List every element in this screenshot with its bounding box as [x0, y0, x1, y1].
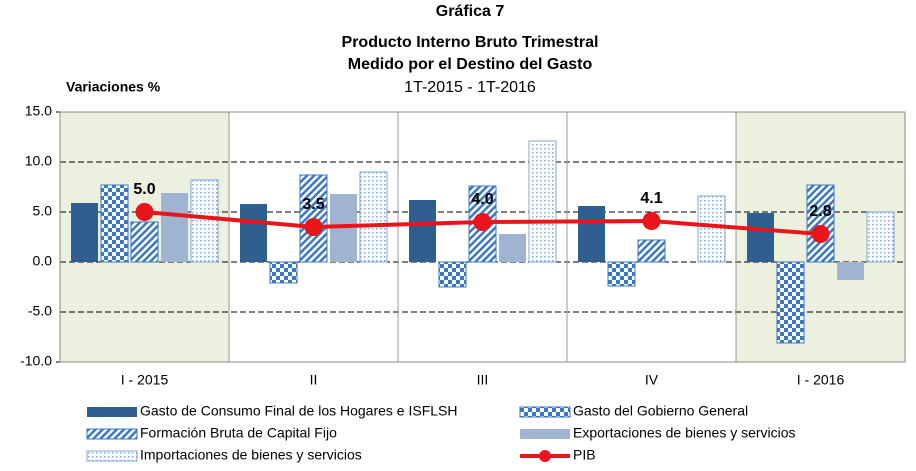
y-tick-label: 15.0 — [25, 103, 52, 119]
data-label: 3.5 — [302, 196, 324, 213]
x-tick-label: II — [310, 372, 318, 388]
bar — [607, 261, 636, 287]
chart-title: Gráfica 7 — [436, 3, 505, 20]
data-label: 5.0 — [133, 181, 155, 198]
line-marker — [811, 225, 830, 243]
bar — [578, 206, 605, 262]
line-marker — [642, 212, 661, 230]
bar — [240, 204, 267, 262]
data-label: 2.8 — [809, 203, 831, 220]
data-label: 4.1 — [640, 190, 662, 207]
bar — [837, 262, 864, 280]
bar — [697, 195, 726, 263]
chart-subtitle: 1T-2015 - 1T-2016 — [404, 79, 536, 96]
legend-swatch — [86, 450, 138, 462]
chart-title-line: Producto Interno Bruto Trimestral — [342, 34, 599, 51]
legend-label: Importaciones de bienes y servicios — [140, 447, 362, 463]
bar — [269, 261, 298, 284]
bar — [637, 239, 666, 263]
bar — [71, 203, 98, 262]
bar — [747, 213, 774, 262]
legend-swatch — [539, 450, 551, 462]
legend-label: Formación Bruta de Capital Fijo — [140, 425, 337, 441]
line-marker — [304, 218, 323, 236]
x-tick-label: I - 2015 — [121, 372, 169, 388]
legend-label: Gasto de Consumo Final de los Hogares e … — [140, 403, 458, 419]
legend-label: Gasto del Gobierno General — [573, 403, 748, 419]
y-tick-label: 0.0 — [33, 253, 53, 269]
plot-frame — [59, 111, 906, 363]
chart-title-line: Medido por el Destino del Gasto — [348, 56, 593, 73]
y-tick-label: 5.0 — [33, 203, 53, 219]
legend-swatch — [86, 428, 138, 440]
x-tick-label: III — [477, 372, 489, 388]
bar — [806, 184, 835, 263]
legend-swatch — [87, 407, 137, 417]
bar — [499, 234, 526, 262]
bar — [866, 211, 895, 263]
line-marker — [473, 213, 492, 231]
bar — [409, 200, 436, 262]
x-tick-label: I - 2016 — [797, 372, 845, 388]
legend-label: PIB — [573, 447, 596, 463]
data-label: 4.0 — [471, 191, 493, 208]
bar — [161, 193, 188, 262]
y-axis-label: Variaciones % — [66, 79, 161, 95]
bar — [528, 140, 557, 263]
bar — [190, 179, 219, 263]
legend-swatch — [520, 429, 570, 439]
line-marker — [135, 203, 154, 221]
y-tick-label: -5.0 — [28, 303, 52, 319]
y-tick-label: -10.0 — [20, 353, 52, 369]
bar — [100, 184, 129, 263]
y-tick-label: 10.0 — [25, 153, 52, 169]
legend-label: Exportaciones de bienes y servicios — [573, 425, 796, 441]
x-tick-label: IV — [645, 372, 659, 388]
bar — [776, 261, 805, 344]
bar — [130, 221, 159, 263]
legend-swatch — [519, 406, 571, 418]
bar — [438, 261, 467, 288]
bar — [359, 171, 388, 263]
